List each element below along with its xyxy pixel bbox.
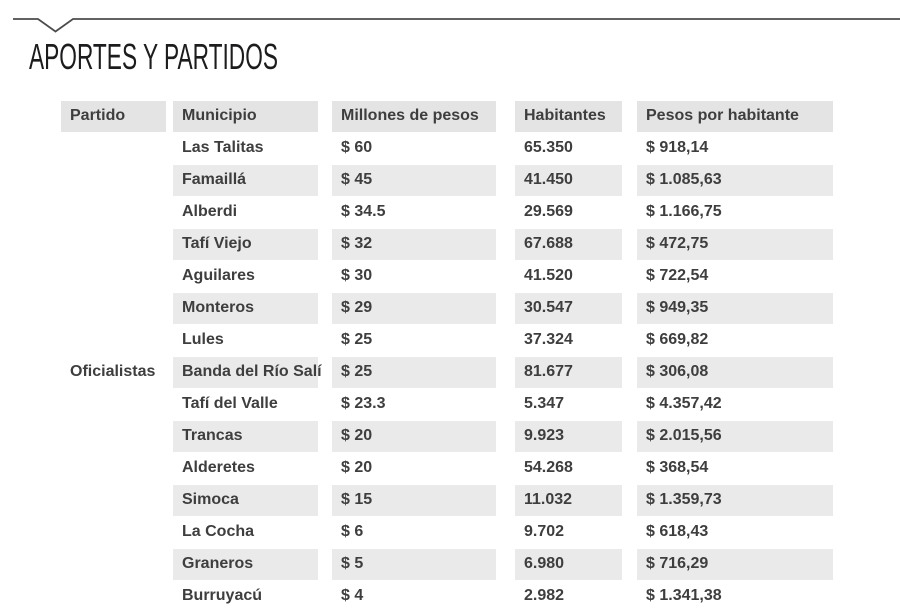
svg-text:APORTES Y PARTIDOS: APORTES Y PARTIDOS [29,36,278,77]
